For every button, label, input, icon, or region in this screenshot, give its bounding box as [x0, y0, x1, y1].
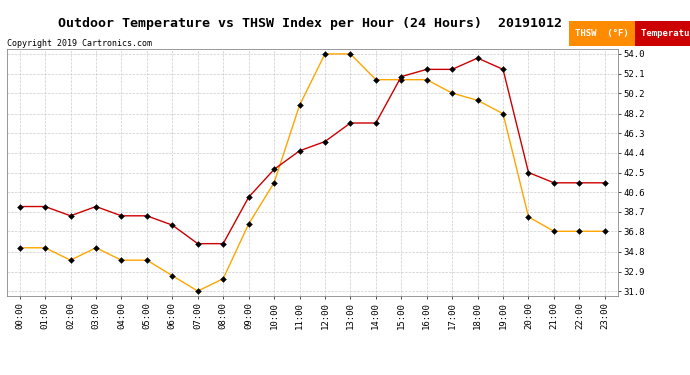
- Text: Temperature  (°F): Temperature (°F): [641, 29, 690, 38]
- Text: THSW  (°F): THSW (°F): [575, 29, 629, 38]
- Text: Copyright 2019 Cartronics.com: Copyright 2019 Cartronics.com: [7, 39, 152, 48]
- Text: Outdoor Temperature vs THSW Index per Hour (24 Hours)  20191012: Outdoor Temperature vs THSW Index per Ho…: [59, 17, 562, 30]
